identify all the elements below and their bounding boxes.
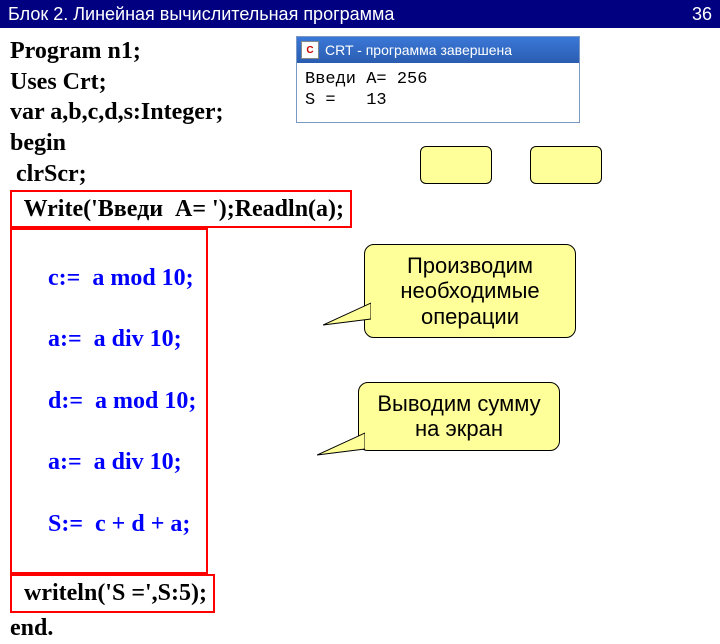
- code-line: c:= a mod 10; a:= a div 10; d:= a mod 10…: [10, 228, 352, 574]
- callout-tail-icon: [323, 297, 371, 327]
- crt-title-text: CRT - программа завершена: [325, 42, 512, 58]
- code-line: writeln('S =',S:5);: [10, 574, 352, 613]
- code-line: clrScr;: [10, 159, 352, 190]
- slide-header: Блок 2. Линейная вычислительная программ…: [0, 0, 720, 28]
- header-page: 36: [692, 4, 712, 25]
- red-box: writeln('S =',S:5);: [10, 574, 215, 613]
- callout-text: Выводим сумму на экран: [377, 391, 540, 441]
- callout-tail-icon: [317, 427, 365, 457]
- code-line: begin: [10, 128, 352, 159]
- code-line: Write('Введи A= ');Readln(a);: [10, 190, 352, 229]
- code-line: end.: [10, 613, 352, 644]
- code-line: var a,b,c,d,s:Integer;: [10, 97, 352, 128]
- red-box: Write('Введи A= ');Readln(a);: [10, 190, 352, 229]
- code-listing: Program n1; Uses Crt; var a,b,c,d,s:Inte…: [10, 36, 352, 644]
- red-box: c:= a mod 10; a:= a div 10; d:= a mod 10…: [10, 228, 208, 574]
- code-line: Program n1;: [10, 36, 352, 67]
- code-line: Uses Crt;: [10, 67, 352, 98]
- callout-text: Производим необходимые операции: [400, 253, 539, 329]
- callout-operations: Производим необходимые операции: [364, 244, 576, 338]
- header-title: Блок 2. Линейная вычислительная программ…: [8, 4, 394, 25]
- callout-output: Выводим сумму на экран: [358, 382, 560, 451]
